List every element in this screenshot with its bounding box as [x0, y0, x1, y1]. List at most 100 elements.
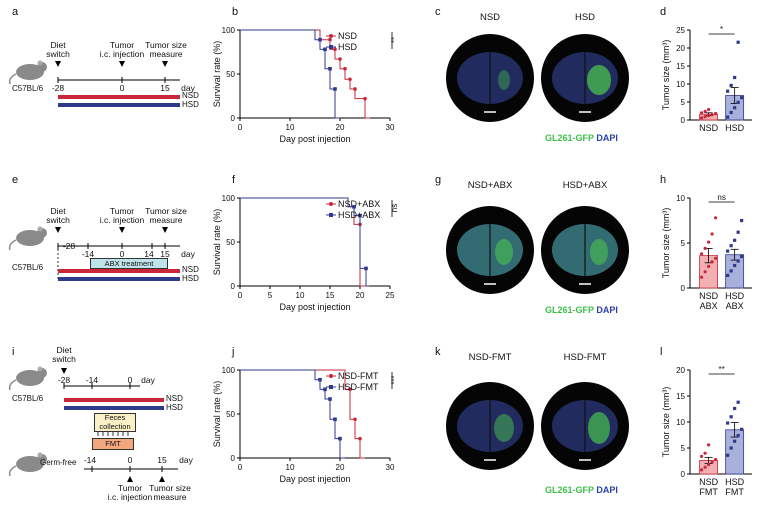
data-point — [726, 89, 730, 93]
x-tick-label: 0 — [238, 123, 243, 132]
x-tick-label: 15 — [326, 291, 335, 300]
hsd-diet-bar — [58, 103, 180, 107]
nsd-diet-bar — [58, 269, 180, 273]
legend-label: HSD — [338, 42, 358, 52]
survival-line-hsd — [240, 197, 369, 287]
tick-label: 15 — [157, 455, 167, 465]
data-point — [740, 254, 744, 259]
data-point — [726, 453, 730, 457]
x-category-label: FMT — [725, 487, 744, 497]
timeline-i — [8, 366, 178, 482]
tick-label: 15 — [160, 83, 170, 93]
event-diet-switch: Diet switch — [46, 40, 70, 59]
data-point — [700, 275, 704, 279]
data-point — [710, 232, 714, 236]
brain-images-c — [446, 34, 629, 122]
x-category-label: HSD — [725, 123, 745, 133]
panel-k: k NSD-FMT HSD-FMT GL261-GFP DAPI — [425, 340, 650, 512]
data-point — [740, 427, 744, 431]
y-tick-label: 50 — [226, 410, 235, 419]
y-tick-label: 0 — [231, 282, 236, 291]
significance-label: ** — [719, 365, 725, 374]
bar-chart-d: 0 5 10 15 20 25 Tumor size (mm³) NSD HSD * — [661, 25, 752, 133]
data-point — [726, 421, 730, 425]
data-point — [740, 96, 744, 100]
y-axis-label: Survival rate (%) — [212, 41, 222, 108]
survival-point — [358, 213, 362, 218]
y-tick-label: 5 — [681, 239, 686, 248]
data-point — [726, 249, 730, 253]
tick-label: 0 — [119, 249, 125, 259]
x-tick-label: 5 — [268, 291, 273, 300]
data-point — [710, 460, 714, 464]
event-tumor-measure: Tumor size measure — [149, 483, 191, 502]
survival-point — [318, 37, 322, 42]
y-tick-label: 20 — [676, 366, 685, 375]
data-point — [700, 468, 704, 472]
x-category-label: FMT — [699, 487, 718, 497]
mouse-strain-germ-free: Germ-free — [40, 458, 77, 467]
data-point — [700, 116, 704, 120]
day-label: day — [181, 249, 195, 259]
event-diet-switch: Diet switch — [52, 345, 76, 364]
panel-label: e — [12, 174, 19, 186]
survival-point — [353, 87, 357, 91]
brain-images-g — [446, 206, 629, 294]
tumor-gfp — [590, 239, 608, 265]
x-tick-label: 0 — [238, 291, 243, 300]
abx-treatment-box: ABX treatment — [90, 258, 168, 269]
survival-chart-j: 0 10 20 30 0 50 100 Day post injection Survival … — [212, 366, 399, 484]
panel-a: a Diet switch Tumor i.c. injection Tumor… — [0, 0, 200, 150]
mouse-strain: C57BL/6 — [12, 263, 44, 272]
brain-title: HSD+ABX — [562, 180, 608, 191]
brain-title: NSD+ABX — [467, 180, 513, 191]
data-point — [736, 40, 740, 44]
tick-label: 0 — [127, 375, 133, 385]
survival-point — [323, 47, 327, 52]
day-label: day — [179, 455, 193, 465]
tick-label: -14 — [81, 249, 95, 259]
x-category-label: ABX — [700, 301, 718, 311]
hsd-bar-label: HSD — [166, 403, 183, 412]
dapi-label: DAPI — [596, 133, 618, 143]
y-tick-label: 0 — [681, 284, 686, 293]
data-point — [733, 263, 737, 268]
panel-label: g — [435, 174, 442, 186]
survival-point — [338, 57, 342, 61]
x-tick-label: 0 — [238, 463, 243, 472]
day-label: day — [181, 83, 195, 93]
survival-point — [348, 387, 352, 392]
data-point — [700, 454, 704, 458]
dapi-label: DAPI — [596, 485, 618, 495]
legend-marker — [329, 34, 333, 38]
tumor-gfp — [494, 414, 514, 442]
y-tick-label: 5 — [681, 444, 686, 453]
x-axis-label: Day post injection — [279, 302, 350, 312]
mouse-icon — [8, 452, 47, 477]
brain-images-k — [446, 382, 629, 470]
nsd-bar-label: NSD — [182, 265, 199, 274]
survival-point — [328, 66, 332, 71]
event-tumor-injection: Tumor i.c. injection — [99, 40, 145, 59]
x-tick-label: 25 — [386, 291, 395, 300]
panel-label: c — [435, 6, 441, 18]
data-point — [736, 400, 740, 404]
data-point — [714, 216, 718, 220]
data-point — [736, 100, 740, 104]
tumor-gfp — [498, 70, 510, 90]
survival-point — [333, 417, 337, 422]
y-tick-label: 0 — [231, 114, 236, 123]
y-tick-label: 100 — [222, 26, 236, 35]
panel-d: d 0 5 10 15 20 25 Tumor size (mm³) NSD HSD * — [650, 0, 761, 150]
x-tick-label: 20 — [336, 463, 345, 472]
data-point — [707, 240, 711, 244]
data-point — [703, 109, 707, 113]
data-point — [703, 465, 707, 469]
y-axis-label: Tumor size (mm³) — [661, 40, 671, 111]
tumor-gfp — [495, 239, 513, 265]
tumor-gfp — [588, 412, 610, 444]
survival-point — [343, 66, 347, 71]
tick-label: -28 — [57, 375, 71, 385]
x-category-label: NSD — [699, 123, 719, 133]
nsd-diet-bar — [64, 398, 164, 402]
